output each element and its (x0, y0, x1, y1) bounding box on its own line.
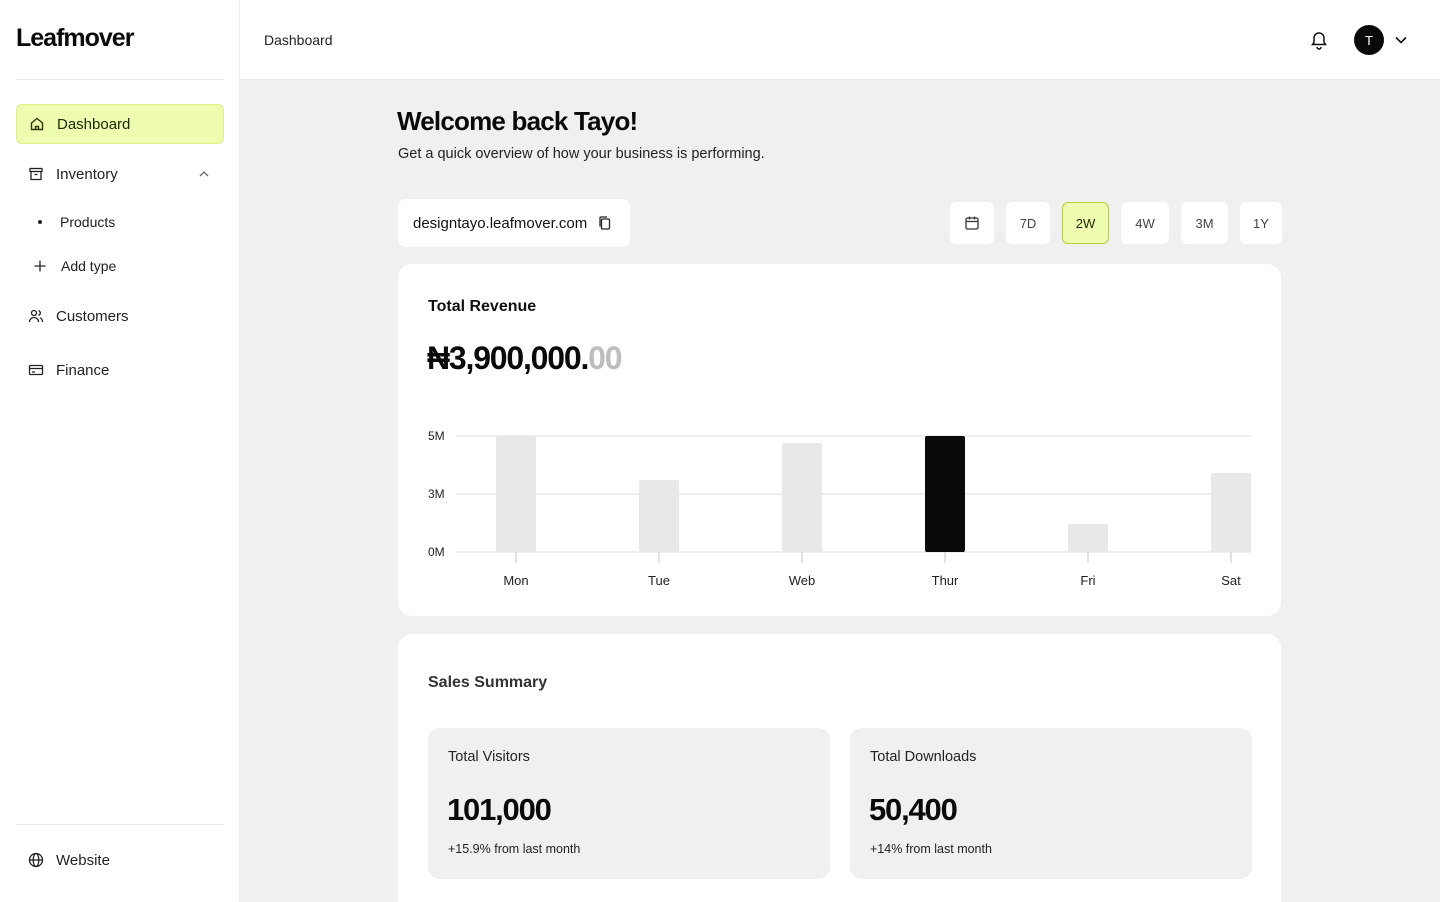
chart-bar (1068, 524, 1108, 552)
x-tick-label: Tue (648, 573, 670, 588)
sidebar-subitem-label: Add type (61, 258, 117, 274)
sidebar-item-dashboard[interactable]: Dashboard (16, 104, 224, 144)
plus-icon (33, 259, 47, 273)
chevron-up-icon[interactable] (198, 167, 210, 184)
range-button-3m[interactable]: 3M (1181, 202, 1228, 244)
range-button-7d[interactable]: 7D (1006, 202, 1050, 244)
range-button-1y[interactable]: 1Y (1240, 202, 1282, 244)
sidebar-item-label: Inventory (56, 165, 118, 183)
stat-card-visitors: Total Visitors 101,000 +15.9% from last … (428, 728, 830, 879)
sidebar-item-finance[interactable]: Finance (16, 350, 224, 390)
chart-bar (925, 436, 965, 552)
home-icon (29, 116, 45, 132)
y-tick-label: 0M (428, 545, 445, 559)
stat-value: 50,400 (869, 792, 958, 827)
sales-summary-card: Sales Summary Total Visitors 101,000 +15… (398, 634, 1281, 902)
revenue-card-title: Total Revenue (428, 298, 537, 315)
sidebar-item-inventory[interactable]: Inventory (16, 154, 224, 194)
sidebar-item-website[interactable]: Website (16, 840, 224, 880)
revenue-card: Total Revenue ₦3,900,000.00 0M 3M 5M Mon Tue… (398, 264, 1281, 616)
user-avatar[interactable]: T (1354, 25, 1384, 55)
date-picker-button[interactable] (950, 202, 994, 244)
stat-value: 101,000 (447, 792, 552, 827)
range-button-4w[interactable]: 4W (1121, 202, 1169, 244)
page-breadcrumb: Dashboard (264, 32, 333, 48)
store-url-text: designtayo.leafmover.com (413, 214, 588, 232)
sales-summary-title: Sales Summary (428, 674, 548, 691)
stat-card-downloads: Total Downloads 50,400 +14% from last mo… (850, 728, 1252, 879)
stat-change: +15.9% from last month (448, 842, 581, 856)
revenue-amount-decimal: 00 (588, 340, 622, 376)
range-button-2w[interactable]: 2W (1062, 202, 1109, 244)
calendar-icon (964, 215, 980, 231)
chart-bar (1211, 473, 1251, 552)
page-title: Welcome back Tayo! (397, 106, 638, 136)
x-tick-label: Sat (1221, 573, 1241, 588)
sidebar-divider (16, 79, 224, 80)
sidebar: Leafmover Dashboard Inventory Products A… (0, 0, 240, 902)
sidebar-item-label: Finance (56, 361, 110, 379)
chevron-down-icon[interactable] (1394, 33, 1408, 52)
archive-box-icon (28, 166, 44, 182)
x-tick-label: Thur (932, 573, 959, 588)
sidebar-item-label: Customers (56, 307, 129, 325)
stat-label: Total Visitors (448, 749, 530, 765)
sidebar-item-customers[interactable]: Customers (16, 296, 224, 336)
store-url-box: designtayo.leafmover.com (398, 199, 630, 247)
sidebar-item-label: Dashboard (57, 115, 131, 133)
brand-logo[interactable]: Leafmover (16, 24, 134, 52)
sidebar-item-label: Website (56, 851, 110, 869)
revenue-bar-chart: 0M 3M 5M Mon Tue Web Thur Fri Sat (428, 429, 1251, 588)
revenue-amount: ₦3,900,000.00 (427, 340, 623, 377)
x-tick-label: Web (789, 573, 816, 588)
chart-bar (496, 436, 536, 552)
chart-bar (782, 442, 822, 552)
globe-icon (28, 852, 44, 868)
chart-bar (639, 480, 679, 552)
stat-label: Total Downloads (870, 749, 977, 765)
stat-change: +14% from last month (870, 842, 992, 856)
credit-card-icon (28, 362, 44, 378)
bullet-icon (38, 220, 42, 224)
y-tick-label: 5M (428, 429, 445, 443)
page-subtitle: Get a quick overview of how your busines… (398, 146, 765, 162)
users-icon (28, 308, 44, 324)
x-tick-label: Fri (1080, 573, 1095, 588)
y-tick-label: 3M (428, 487, 445, 501)
sidebar-subitem-products[interactable]: Products (30, 208, 115, 236)
sidebar-divider (16, 824, 224, 825)
revenue-amount-main: ₦3,900,000. (427, 340, 589, 376)
sidebar-subitem-label: Products (60, 214, 116, 230)
sidebar-subitem-add-type[interactable]: Add type (30, 252, 116, 280)
notification-bell-icon[interactable] (1309, 30, 1329, 55)
top-header: Dashboard T (240, 0, 1440, 80)
copy-icon[interactable] (597, 215, 613, 231)
x-tick-label: Mon (503, 573, 528, 588)
